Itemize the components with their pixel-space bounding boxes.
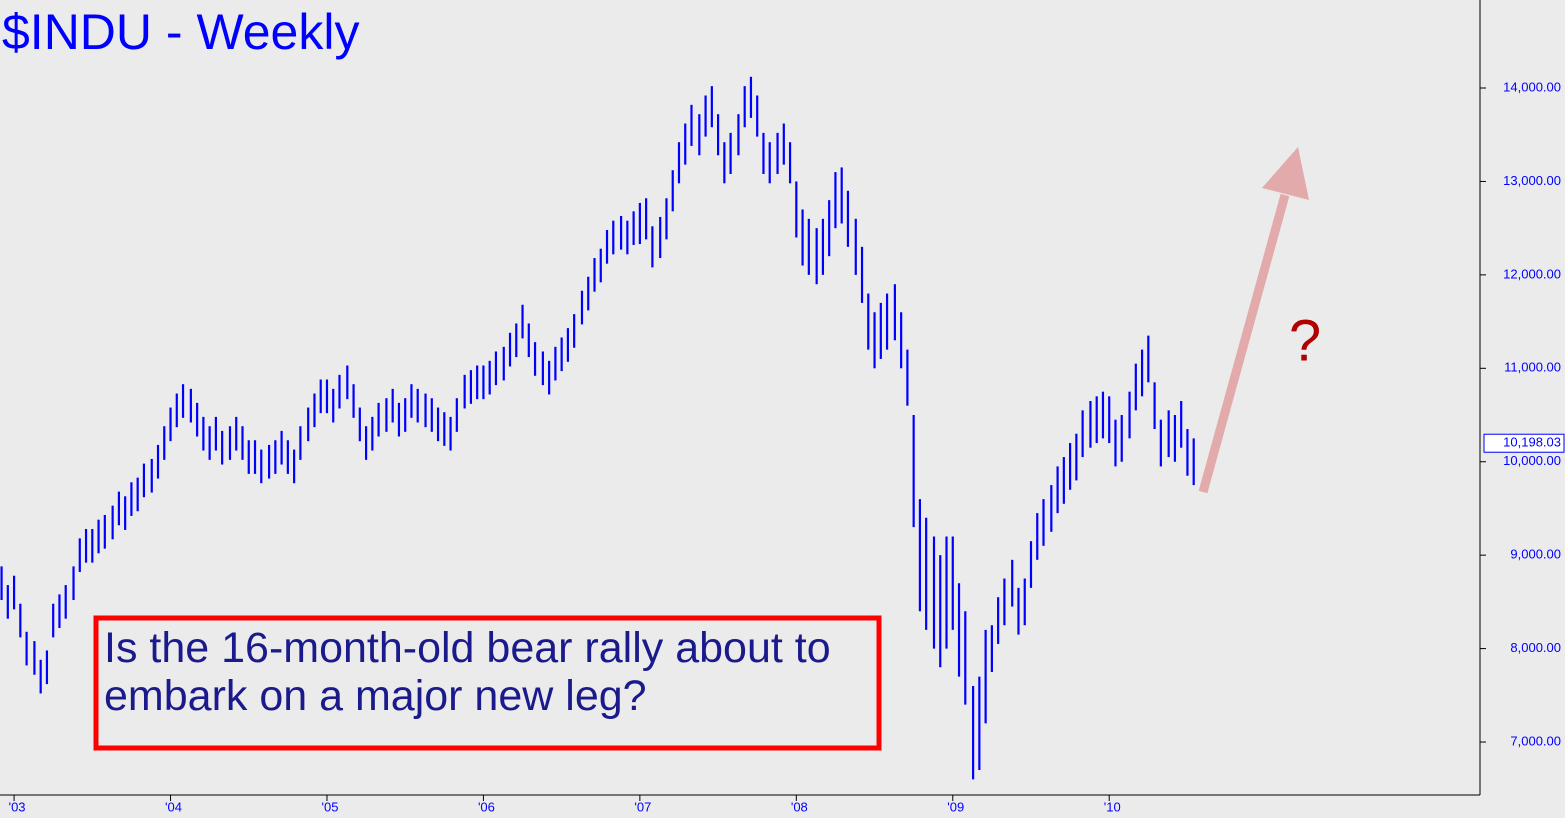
- annotation-wrap: Is the 16-month-old bear rally about to …: [104, 624, 831, 720]
- x-tick-label: '05: [322, 799, 339, 814]
- chart-title: $INDU - Weekly: [2, 4, 359, 60]
- question-mark: ?: [1289, 308, 1321, 373]
- arrow-head: [1262, 147, 1309, 200]
- x-tick-label: '06: [478, 799, 495, 814]
- x-tick-label: '08: [791, 799, 808, 814]
- y-tick-label: 11,000.00: [1504, 360, 1561, 375]
- x-tick-label: '04: [165, 799, 182, 814]
- y-tick-label: 12,000.00: [1503, 266, 1561, 281]
- y-tick-label: 13,000.00: [1503, 173, 1561, 188]
- y-tick-label: 7,000.00: [1510, 733, 1561, 748]
- last-value-label: 10,198.03: [1503, 435, 1561, 450]
- y-tick-label: 14,000.00: [1503, 79, 1561, 94]
- x-tick-label: '07: [634, 799, 651, 814]
- y-tick-label: 9,000.00: [1510, 547, 1561, 562]
- y-tick-label: 10,000.00: [1503, 453, 1561, 468]
- x-tick-label: '09: [947, 799, 964, 814]
- y-tick-label: 8,000.00: [1510, 640, 1561, 655]
- annotation-box: [93, 615, 882, 751]
- arrow-shaft: [1198, 193, 1290, 494]
- annotation: Is the 16-month-old bear rally about to …: [104, 624, 831, 720]
- x-tick-label: '10: [1104, 799, 1121, 814]
- x-tick-label: '03: [9, 799, 26, 814]
- last-value-box: [1483, 433, 1565, 453]
